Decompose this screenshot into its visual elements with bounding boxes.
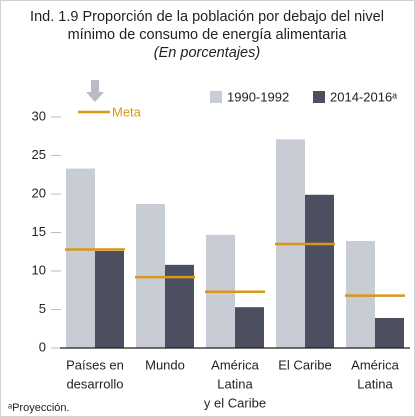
x-tick-label: América	[211, 357, 259, 372]
legend-label: Meta	[112, 104, 142, 119]
y-tick-label: 30	[32, 108, 46, 123]
x-tick-label: Latina	[217, 376, 253, 391]
x-tick-label: Mundo	[145, 357, 185, 372]
y-tick-label: 15	[32, 224, 46, 239]
bar	[165, 264, 194, 348]
legend-swatch	[210, 91, 222, 103]
y-tick-label: 10	[32, 262, 46, 277]
chart-subtitle: (En porcentajes)	[154, 45, 260, 61]
x-tick-label: Latina	[357, 376, 393, 391]
y-tick-label: 25	[32, 147, 46, 162]
bar	[305, 194, 334, 348]
bar	[95, 250, 124, 348]
legend-label: 1990-1992	[227, 89, 289, 104]
x-tick-label: Países en	[66, 357, 124, 372]
y-tick-label: 20	[32, 185, 46, 200]
legend-label: 2014-2016ᵃ	[330, 89, 397, 104]
x-tick-label: El Caribe	[278, 357, 331, 372]
bar	[375, 317, 404, 348]
bar	[66, 168, 95, 348]
legend-swatch	[313, 91, 325, 103]
footnote: ᵃProyección.	[8, 402, 70, 414]
chart-title: Ind. 1.9 Proporción de la población por …	[30, 9, 384, 25]
arrow-icon	[86, 80, 104, 102]
y-tick-label: 5	[39, 301, 46, 316]
chart-title: mínimo de consumo de energía alimentaria	[68, 27, 348, 43]
y-tick-label: 0	[39, 339, 46, 354]
x-tick-label: y el Caribe	[204, 395, 266, 410]
bar	[235, 307, 264, 348]
x-tick-label: América	[351, 357, 399, 372]
x-tick-label: desarrollo	[66, 376, 123, 391]
